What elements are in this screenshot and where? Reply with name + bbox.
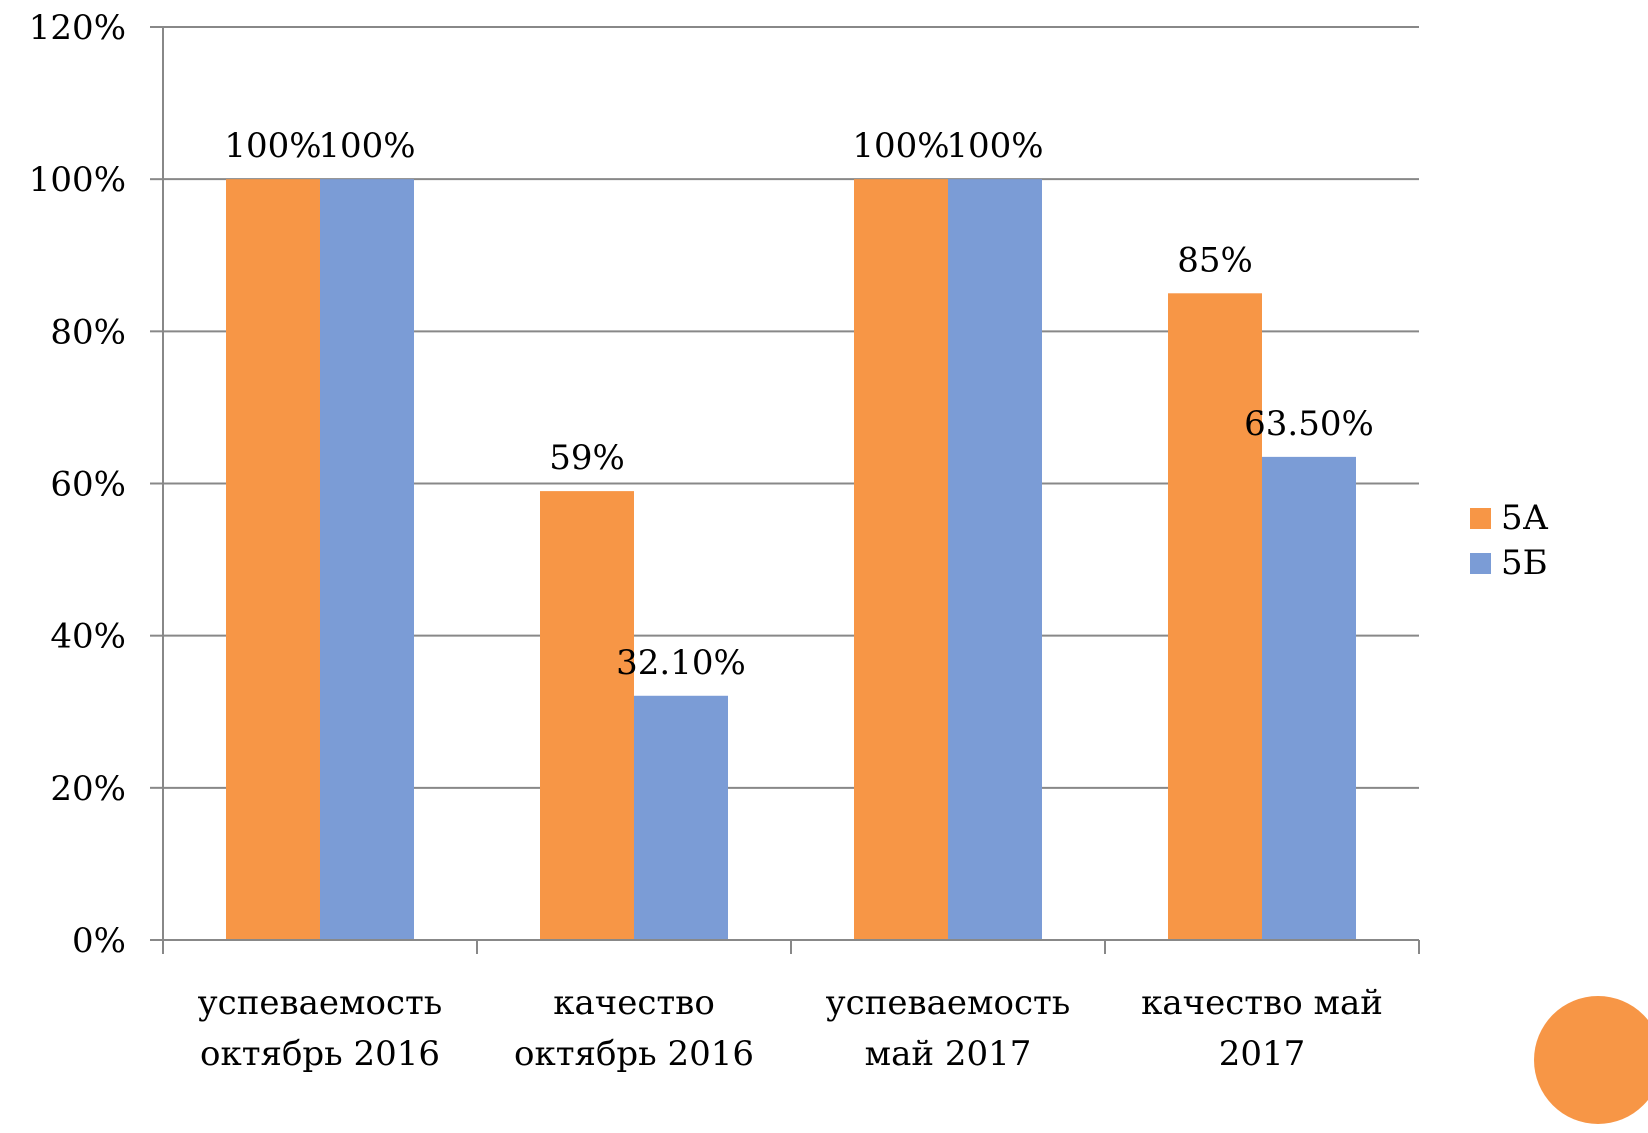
y-tick-label: 80%: [50, 312, 126, 352]
x-category-label: октябрь 2016: [200, 1034, 440, 1074]
bar-5А-1: [540, 491, 634, 940]
y-tick-label: 60%: [50, 465, 126, 505]
decorative-circle: [1534, 996, 1648, 1124]
bar-5А-3: [1168, 293, 1262, 941]
data-label: 100%: [318, 126, 415, 166]
decoration: [1534, 996, 1648, 1124]
legend-label: 5А: [1501, 498, 1549, 538]
x-category-label: качество май: [1141, 983, 1383, 1023]
bar-5Б-2: [948, 179, 1042, 940]
data-label: 100%: [946, 126, 1043, 166]
data-labels: 100%100%59%32.10%100%100%85%63.50%: [224, 126, 1373, 683]
bar-5А-0: [226, 179, 320, 940]
bar-5А-2: [854, 179, 948, 940]
x-category-label: май 2017: [865, 1034, 1032, 1074]
bar-5Б-1: [634, 695, 728, 940]
y-tick-label: 20%: [50, 769, 126, 809]
y-tick-label: 0%: [72, 921, 126, 961]
y-tick-label: 120%: [29, 8, 126, 48]
bar-5Б-3: [1262, 456, 1356, 940]
axes: [150, 26, 1420, 954]
data-label: 85%: [1177, 240, 1253, 280]
x-axis-categories: успеваемость октябрь 2016 качество октябрь …: [198, 983, 1383, 1074]
data-label: 100%: [852, 126, 949, 166]
legend-label: 5Б: [1501, 543, 1548, 583]
x-category-label: 2017: [1219, 1034, 1306, 1074]
x-category-label: успеваемость: [198, 983, 443, 1023]
x-category-label: октябрь 2016: [514, 1034, 754, 1074]
data-label: 63.50%: [1244, 404, 1374, 444]
x-category-label: качество: [553, 983, 715, 1023]
bar-5Б-0: [320, 179, 414, 940]
data-label: 32.10%: [616, 643, 746, 683]
bars: [226, 179, 1356, 941]
y-tick-label: 40%: [50, 617, 126, 657]
data-label: 59%: [549, 438, 625, 478]
data-label: 100%: [224, 126, 321, 166]
y-tick-label: 100%: [29, 160, 126, 200]
legend-swatch: [1470, 553, 1491, 574]
x-category-label: успеваемость: [826, 983, 1071, 1023]
legend-swatch: [1470, 508, 1491, 529]
y-axis-ticks: 0% 20% 40% 60% 80% 100% 120%: [29, 8, 126, 961]
